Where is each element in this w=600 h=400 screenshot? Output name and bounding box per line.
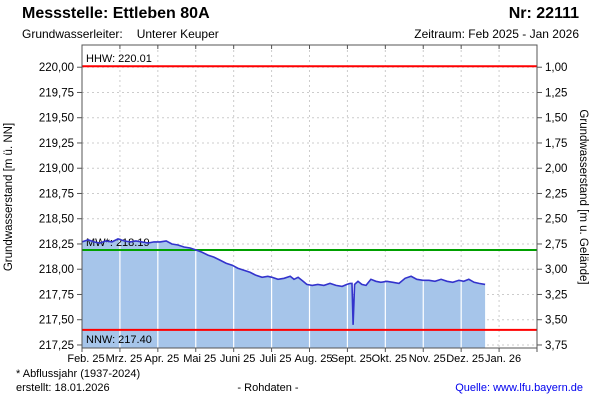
y-tick-label-right: 3,25	[545, 289, 567, 301]
subheader-row: Grundwasserleiter: Unterer Keuper Zeitra…	[22, 27, 579, 41]
y-tick-label-left: 217,50	[39, 315, 74, 327]
period-label: Zeitraum: Feb 2025 - Jan 2026	[414, 27, 579, 41]
x-month-label: Dez. 25	[446, 353, 484, 365]
y-tick-label-left: 219,50	[39, 113, 74, 125]
y-tick-label-right: 2,50	[545, 214, 567, 226]
header-row: Messstelle: Ettleben 80A Nr: 22111	[22, 5, 579, 23]
groundwater-curve	[81, 238, 486, 325]
y-tick-label-right: 1,75	[545, 138, 567, 150]
y-tick-label-left: 219,25	[39, 138, 74, 150]
y-tick-label-left: 217,75	[39, 289, 74, 301]
x-month-label: Juni 25	[220, 353, 255, 365]
x-month-label: Sept. 25	[331, 353, 372, 365]
mw-label: MW*: 218.19	[86, 237, 150, 249]
left-axis-title: Grundwasserstand [m ü. NN]	[3, 123, 15, 271]
y-tick-label-right: 2,25	[545, 188, 567, 200]
y-tick-label-left: 219,75	[39, 87, 74, 99]
source-label: Quelle:	[455, 382, 491, 394]
y-tick-label-right: 2,75	[545, 239, 567, 251]
aquifer-value: Unterer Keuper	[136, 27, 219, 41]
y-tick-label-left: 218,50	[39, 214, 74, 226]
y-tick-label-right: 3,75	[545, 340, 567, 352]
x-month-label: Apr. 25	[144, 353, 179, 365]
y-tick-label-right: 3,00	[545, 264, 567, 276]
x-month-label: Feb. 25	[67, 353, 104, 365]
x-month-label: Nov. 25	[409, 353, 446, 365]
groundwater-area-fill	[82, 238, 486, 348]
y-tick-label-right: 3,50	[545, 315, 567, 327]
hhw-label: HHW: 220.01	[86, 53, 152, 65]
abflussjahr-footnote: * Abflussjahr (1937-2024)	[16, 368, 141, 380]
page-title: Messstelle: Ettleben 80A	[22, 5, 210, 22]
y-tick-label-left: 219,00	[39, 163, 74, 175]
station-number: Nr: 22111	[508, 5, 579, 22]
y-tick-label-left: 220,00	[39, 62, 74, 74]
y-tick-label-right: 1,00	[545, 62, 567, 74]
source-line: Quelle: www.lfu.bayern.de	[455, 382, 583, 394]
month-separators-on-fill	[119, 238, 462, 348]
aquifer-label: Grundwasserleiter:	[22, 27, 123, 41]
x-month-label: Mrz. 25	[106, 353, 143, 365]
y-tick-label-left: 218,25	[39, 239, 74, 251]
y-tick-label-right: 1,25	[545, 87, 567, 99]
nnw-label: NNW: 217.40	[86, 334, 152, 346]
source-link[interactable]: www.lfu.bayern.de	[493, 382, 583, 394]
y-tick-label-right: 1,50	[545, 113, 567, 125]
x-month-label: Jan. 26	[485, 353, 521, 365]
x-month-label: Mai 25	[183, 353, 216, 365]
x-month-label: Okt. 25	[372, 353, 407, 365]
y-tick-label-left: 217,25	[39, 340, 74, 352]
right-axis-title: Grundwasserstand [m u. Gelände]	[577, 109, 589, 284]
y-tick-label-left: 218,00	[39, 264, 74, 276]
y-tick-label-left: 218,75	[39, 188, 74, 200]
x-month-label: Juli 25	[260, 353, 292, 365]
y-tick-label-right: 2,00	[545, 163, 567, 175]
x-month-label: Aug. 25	[295, 353, 333, 365]
data-type-label: - Rohdaten -	[237, 382, 299, 394]
created-date: erstellt: 18.01.2026	[16, 382, 110, 394]
